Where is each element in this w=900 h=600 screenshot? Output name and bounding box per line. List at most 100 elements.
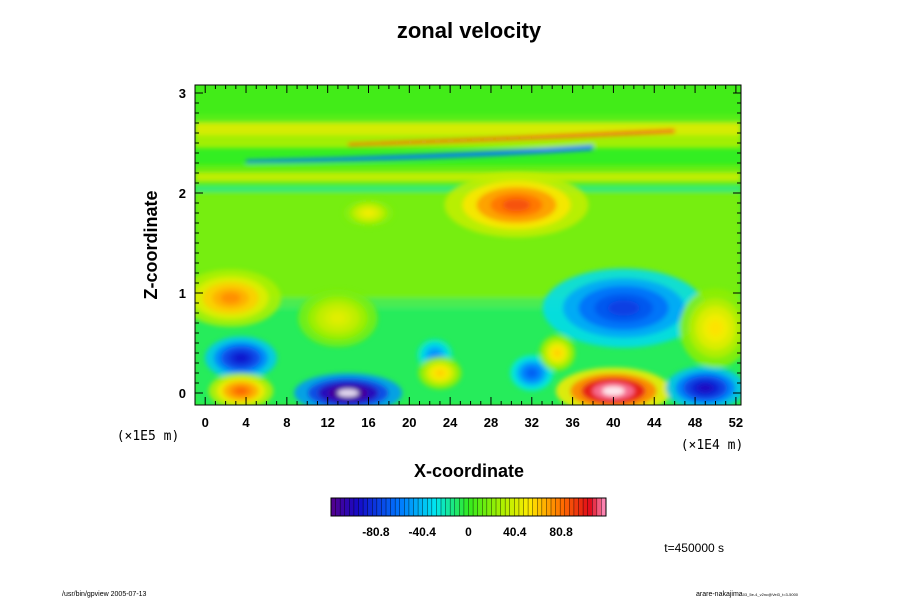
y-tick-label: 1	[179, 286, 186, 301]
x-tick-label: 44	[647, 415, 662, 430]
colorbar-cell	[573, 498, 579, 516]
x-scale-note: (×1E4 m)	[681, 438, 744, 453]
heat-blob	[697, 383, 713, 393]
colorbar-cell	[353, 498, 359, 516]
y-tick-label: 3	[179, 86, 186, 101]
heat-blob	[502, 198, 531, 212]
heat-band	[195, 115, 741, 123]
colorbar-cell	[441, 498, 446, 516]
colorbar-cell	[601, 498, 607, 516]
heat-streak	[246, 145, 594, 163]
colorbar-cell	[505, 498, 511, 516]
footer-right-main: arare-nakajima	[696, 591, 743, 598]
colorbar-cell	[349, 498, 355, 516]
x-tick-label: 52	[729, 415, 743, 430]
colorbar-cell	[390, 498, 396, 516]
footer-right-small: 03_5e-4_v2nc@Vel3_t=3-5000	[743, 592, 799, 597]
heat-blob	[233, 353, 248, 363]
heat-blob	[363, 210, 374, 216]
colorbar-cell	[596, 498, 602, 516]
y-tick-label: 0	[179, 386, 186, 401]
colorbar-cell	[551, 498, 556, 516]
colorbar-cell	[459, 498, 465, 516]
colorbar-cell	[463, 498, 469, 516]
colorbar-cell	[376, 498, 382, 516]
heat-blob	[607, 300, 640, 316]
colorbar-cell	[528, 498, 534, 516]
colorbar-cell	[583, 498, 589, 516]
colorbar-tick-label: 80.8	[549, 525, 573, 539]
heat-blob	[602, 386, 625, 396]
colorbar-cell	[541, 498, 547, 516]
heat-streak	[348, 129, 675, 146]
heat-blob	[431, 351, 439, 359]
colorbar-cell	[386, 498, 391, 516]
footer-left: /usr/bin/gpview 2005-07-13	[62, 591, 147, 598]
heat-blob	[330, 312, 346, 324]
colorbar-cell	[518, 498, 524, 516]
colorbar-cell	[445, 498, 451, 516]
y-axis-ticks: 0 1 2 3	[179, 86, 741, 401]
colorbar-tick-label: 40.4	[503, 525, 527, 539]
colorbar-cell	[381, 498, 387, 516]
colorbar-cell	[569, 498, 575, 516]
colorbar-cell	[564, 498, 570, 516]
y-scale-note: (×1E5 m)	[117, 429, 180, 444]
colorbar-cell	[523, 498, 529, 516]
x-tick-label: 16	[361, 415, 375, 430]
colorbar-cell	[514, 498, 520, 516]
x-tick-label: 20	[402, 415, 416, 430]
heat-band	[195, 85, 741, 115]
colorbar-cell	[500, 498, 506, 516]
colorbar-cell	[592, 498, 598, 516]
colorbar-cell	[477, 498, 483, 516]
colorbar-cell	[450, 498, 456, 516]
colorbar-cell	[546, 498, 552, 516]
colorbar-cell	[486, 498, 492, 516]
colorbar-cell	[331, 498, 336, 516]
x-axis-ticks: 0 4 8 12 16 20 24 28 32 36 40 44 48 52	[202, 85, 743, 430]
colorbar-cell	[367, 498, 373, 516]
colorbar-cell	[532, 498, 538, 516]
colorbar-cell	[344, 498, 350, 516]
heat-blob	[435, 369, 445, 377]
colorbar-cell	[473, 498, 479, 516]
colorbar-cell	[395, 498, 401, 516]
heatmap-field	[195, 85, 741, 405]
x-tick-label: 12	[320, 415, 334, 430]
heat-blob	[527, 369, 536, 377]
colorbar-cell	[431, 498, 437, 516]
colorbar-cell	[418, 498, 424, 516]
x-tick-label: 4	[242, 415, 250, 430]
colorbar-cell	[496, 498, 501, 516]
colorbar-cell	[335, 498, 341, 516]
colorbar-cell	[468, 498, 474, 516]
heat-band	[195, 173, 741, 181]
x-tick-label: 40	[606, 415, 620, 430]
colorbar-cell	[560, 498, 566, 516]
x-tick-label: 28	[484, 415, 498, 430]
colorbar-cell	[340, 498, 346, 516]
colorbar-cell	[399, 498, 405, 516]
heat-blob	[553, 349, 561, 357]
colorbar-tick-label: -80.8	[362, 525, 390, 539]
footer-right: arare-nakajima03_5e-4_v2nc@Vel3_t=3-5000	[696, 591, 799, 598]
colorbar-cell	[372, 498, 378, 516]
colorbar-cell	[537, 498, 543, 516]
x-axis-label: X-coordinate	[414, 461, 524, 481]
colorbar-cell	[491, 498, 497, 516]
heatmap-blobs	[195, 172, 741, 405]
colorbar-frame	[330, 497, 607, 517]
colorbar-cell	[587, 498, 593, 516]
y-tick-label: 2	[179, 186, 186, 201]
x-tick-label: 32	[525, 415, 539, 430]
heat-blob	[234, 387, 248, 395]
x-tick-label: 24	[443, 415, 458, 430]
colorbar-cell	[555, 498, 561, 516]
colorbar-cell	[436, 498, 442, 516]
heat-band	[195, 165, 741, 173]
y-axis-label: Z-coordinate	[141, 190, 161, 299]
x-tick-label: 36	[565, 415, 579, 430]
colorbar-cell	[578, 498, 584, 516]
